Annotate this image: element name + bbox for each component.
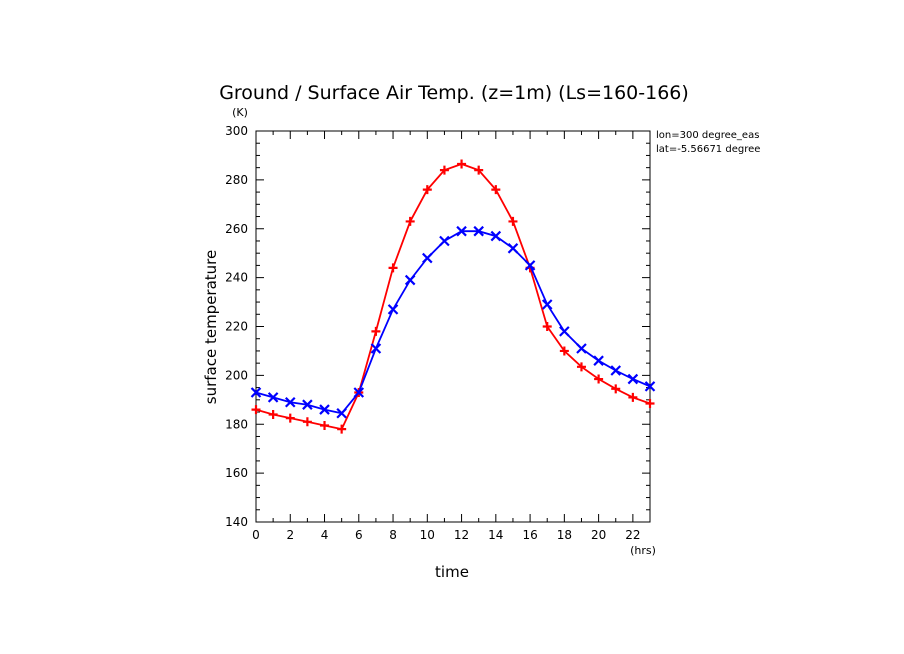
data-point bbox=[610, 365, 622, 376]
data-point bbox=[439, 235, 450, 247]
data-point bbox=[284, 396, 296, 408]
data-point bbox=[285, 413, 295, 423]
data-point bbox=[576, 362, 586, 372]
data-point bbox=[594, 374, 604, 384]
data-point bbox=[490, 230, 502, 242]
data-point bbox=[456, 225, 467, 237]
y-tick-label: 160 bbox=[225, 466, 248, 480]
x-axis-label: time bbox=[435, 563, 469, 581]
data-point bbox=[371, 326, 381, 336]
data-point bbox=[491, 185, 501, 195]
series-layer bbox=[250, 159, 656, 434]
y-tick-label: 300 bbox=[225, 124, 248, 138]
data-point bbox=[387, 304, 399, 315]
data-point bbox=[542, 322, 552, 331]
data-point bbox=[405, 216, 415, 226]
data-point bbox=[302, 399, 313, 410]
x-tick-label: 22 bbox=[625, 528, 640, 542]
data-point bbox=[628, 392, 638, 402]
x-tick-label: 20 bbox=[591, 528, 606, 542]
data-point bbox=[645, 398, 655, 408]
axis-ticks: 0 2 4 6 8 10 12 14 16 18 20 22 140 160 180 200 220 240 260… bbox=[225, 124, 651, 542]
series-line bbox=[255, 230, 651, 415]
chart-title: Ground / Surface Air Temp. (z=1m) (Ls=16… bbox=[219, 82, 689, 104]
y-tick-label: 240 bbox=[225, 271, 248, 285]
data-point bbox=[388, 263, 398, 273]
y-axis-label: surface temperature bbox=[202, 250, 220, 405]
data-point bbox=[474, 165, 484, 175]
data-point bbox=[353, 387, 365, 398]
x-tick-label: 6 bbox=[355, 528, 363, 542]
data-point bbox=[593, 355, 604, 366]
data-point bbox=[319, 404, 330, 415]
data-point bbox=[644, 381, 656, 392]
data-point bbox=[251, 405, 261, 415]
data-point bbox=[320, 420, 330, 430]
data-point bbox=[611, 384, 621, 394]
y-tick-label: 220 bbox=[225, 320, 248, 334]
x-tick-label: 14 bbox=[488, 528, 503, 542]
x-tick-label: 10 bbox=[420, 528, 435, 542]
data-point bbox=[250, 387, 262, 398]
series-0 bbox=[251, 159, 655, 434]
x-tick-label: 2 bbox=[286, 528, 294, 542]
x-tick-label: 18 bbox=[557, 528, 572, 542]
data-point bbox=[457, 159, 467, 169]
data-point bbox=[404, 274, 416, 286]
y-tick-label: 200 bbox=[225, 368, 248, 382]
series-1 bbox=[250, 225, 656, 419]
data-point bbox=[370, 343, 382, 354]
data-point bbox=[541, 299, 553, 310]
data-point bbox=[267, 392, 279, 403]
data-point bbox=[559, 326, 570, 337]
y-tick-label: 260 bbox=[225, 222, 248, 236]
x-unit-label: (hrs) bbox=[630, 544, 656, 557]
data-point bbox=[576, 343, 587, 354]
x-tick-label: 8 bbox=[389, 528, 397, 542]
x-tick-label: 16 bbox=[522, 528, 537, 542]
plot-frame bbox=[255, 130, 651, 523]
y-tick-label: 180 bbox=[225, 417, 248, 431]
y-unit-label: (K) bbox=[232, 106, 248, 119]
data-point bbox=[337, 424, 347, 434]
lat-annotation: lat=-5.56671 degree bbox=[656, 144, 760, 155]
data-point bbox=[439, 165, 449, 175]
data-point bbox=[422, 185, 432, 195]
x-tick-label: 12 bbox=[454, 528, 469, 542]
data-point bbox=[524, 260, 536, 271]
data-point bbox=[302, 417, 312, 427]
series-line bbox=[255, 163, 651, 431]
data-point bbox=[268, 409, 278, 419]
data-point bbox=[336, 407, 347, 419]
data-point bbox=[508, 216, 518, 226]
data-point bbox=[473, 225, 484, 237]
data-point bbox=[627, 373, 639, 385]
x-tick-label: 0 bbox=[252, 528, 260, 542]
data-point bbox=[507, 243, 519, 254]
lon-annotation: lon=300 degree_eas bbox=[656, 130, 759, 141]
y-tick-label: 140 bbox=[225, 515, 248, 529]
data-point bbox=[422, 252, 433, 264]
y-tick-label: 280 bbox=[225, 173, 248, 187]
data-point bbox=[559, 346, 569, 356]
x-tick-label: 4 bbox=[321, 528, 329, 542]
